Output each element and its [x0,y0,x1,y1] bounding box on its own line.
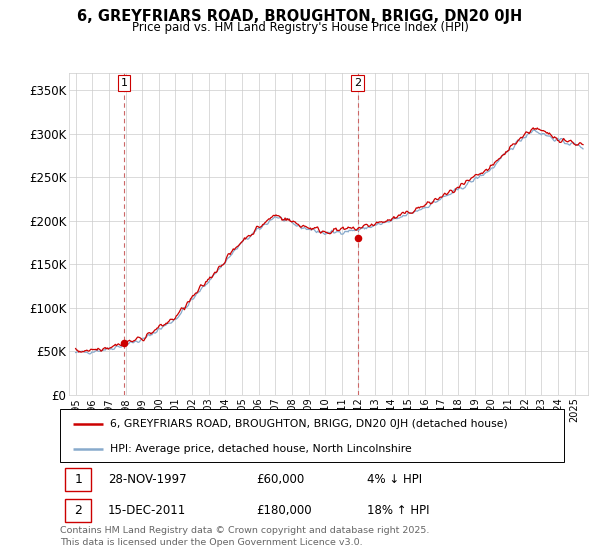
Text: Price paid vs. HM Land Registry's House Price Index (HPI): Price paid vs. HM Land Registry's House … [131,21,469,34]
Text: 15-DEC-2011: 15-DEC-2011 [108,504,186,517]
Text: £180,000: £180,000 [257,504,312,517]
FancyBboxPatch shape [65,468,91,491]
Text: 1: 1 [74,473,82,486]
Text: 2: 2 [354,78,361,88]
FancyBboxPatch shape [60,409,564,462]
Text: 1: 1 [121,78,127,88]
Text: Contains HM Land Registry data © Crown copyright and database right 2025.
This d: Contains HM Land Registry data © Crown c… [60,526,430,547]
Text: 28-NOV-1997: 28-NOV-1997 [108,473,187,486]
Text: 18% ↑ HPI: 18% ↑ HPI [367,504,430,517]
Text: 6, GREYFRIARS ROAD, BROUGHTON, BRIGG, DN20 0JH (detached house): 6, GREYFRIARS ROAD, BROUGHTON, BRIGG, DN… [110,419,508,429]
Point [119,338,128,347]
Point [353,234,362,242]
Text: 2: 2 [74,504,82,517]
Text: 6, GREYFRIARS ROAD, BROUGHTON, BRIGG, DN20 0JH: 6, GREYFRIARS ROAD, BROUGHTON, BRIGG, DN… [77,9,523,24]
Text: HPI: Average price, detached house, North Lincolnshire: HPI: Average price, detached house, Nort… [110,444,412,454]
Text: £60,000: £60,000 [257,473,305,486]
FancyBboxPatch shape [65,500,91,522]
Text: 4% ↓ HPI: 4% ↓ HPI [367,473,422,486]
